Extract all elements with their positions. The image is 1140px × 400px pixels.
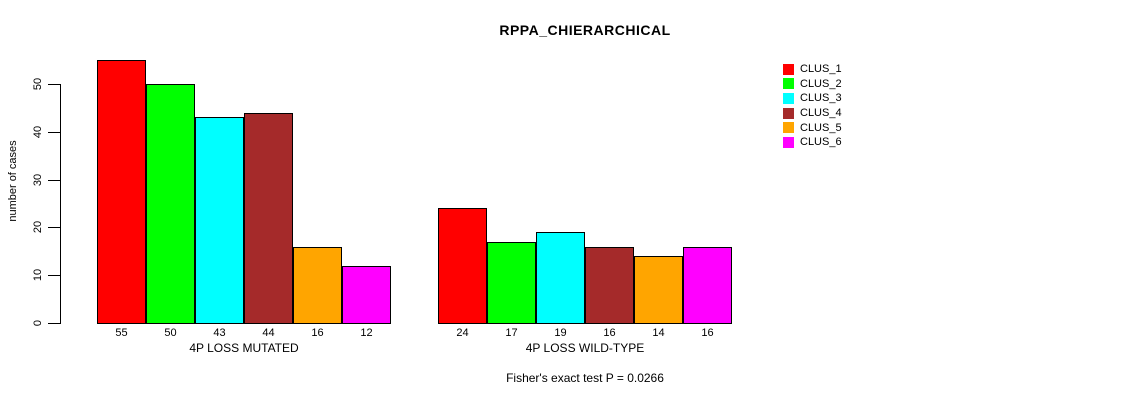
legend-item-clus_6: CLUS_6	[783, 135, 842, 150]
y-axis-tick-label: 50	[32, 77, 44, 91]
y-axis-label: number of cases	[7, 140, 19, 222]
bar-clus_6-group2	[683, 247, 732, 324]
legend-item-clus_2: CLUS_2	[783, 77, 842, 92]
y-axis-tick-label: 0	[32, 319, 44, 327]
y-axis-tick-label: 20	[32, 220, 44, 234]
y-axis-tick-label: 10	[32, 268, 44, 282]
legend-item-clus_3: CLUS_3	[783, 91, 842, 106]
legend-label: CLUS_1	[800, 63, 842, 76]
bar-value-label: 55	[115, 327, 128, 339]
legend-swatch-icon	[783, 63, 794, 75]
bar-clus_5-group2	[634, 256, 683, 324]
chart-title: RPPA_CHIERARCHICAL	[499, 22, 671, 38]
legend-label: CLUS_2	[800, 77, 842, 90]
footer-note: Fisher's exact test P = 0.0266	[506, 371, 664, 385]
bar-value-label: 24	[456, 327, 469, 339]
bar-clus_3-group1	[195, 117, 244, 324]
group-label-1: 4P LOSS MUTATED	[189, 341, 299, 355]
y-axis-tick-label: 40	[32, 125, 44, 139]
legend-item-clus_1: CLUS_1	[783, 62, 842, 77]
legend-item-clus_4: CLUS_4	[783, 106, 842, 121]
bar-value-label: 17	[505, 327, 518, 339]
bar-clus_2-group1	[146, 84, 195, 324]
y-axis-tick	[48, 275, 60, 276]
y-axis-tick	[48, 132, 60, 133]
legend-label: CLUS_4	[800, 107, 842, 120]
bar-value-label: 12	[360, 327, 373, 339]
legend-swatch-icon	[783, 122, 794, 134]
legend-swatch-icon	[783, 78, 794, 90]
legend-label: CLUS_3	[800, 92, 842, 105]
bar-clus_4-group1	[244, 113, 293, 324]
legend: CLUS_1 CLUS_2 CLUS_3 CLUS_4 CLUS_5 CLUS_6	[783, 62, 842, 150]
bar-value-label: 43	[213, 327, 226, 339]
legend-swatch-icon	[783, 107, 794, 119]
legend-swatch-icon	[783, 136, 794, 148]
bar-value-label: 16	[311, 327, 324, 339]
y-axis	[60, 84, 61, 324]
group-label-2: 4P LOSS WILD-TYPE	[525, 341, 645, 355]
y-axis-tick	[48, 323, 60, 324]
y-axis-tick-label: 30	[32, 173, 44, 187]
bar-clus_3-group2	[536, 232, 585, 324]
bar-value-label: 14	[652, 327, 665, 339]
bar-value-label: 16	[701, 327, 714, 339]
bar-value-label: 44	[262, 327, 275, 339]
bar-clus_2-group2	[487, 242, 536, 324]
y-axis-tick	[48, 227, 60, 228]
legend-label: CLUS_6	[800, 136, 842, 149]
legend-item-clus_5: CLUS_5	[783, 120, 842, 135]
legend-label: CLUS_5	[800, 121, 842, 134]
legend-swatch-icon	[783, 92, 794, 104]
bar-clus_6-group1	[342, 266, 391, 324]
y-axis-tick	[48, 180, 60, 181]
bar-value-label: 19	[554, 327, 567, 339]
bar-value-label: 50	[164, 327, 177, 339]
y-axis-tick	[48, 84, 60, 85]
bar-clus_1-group2	[438, 208, 487, 324]
bar-clus_4-group2	[585, 247, 634, 324]
bar-clus_1-group1	[97, 60, 146, 324]
bar-value-label: 16	[603, 327, 616, 339]
bar-clus_5-group1	[293, 247, 342, 324]
